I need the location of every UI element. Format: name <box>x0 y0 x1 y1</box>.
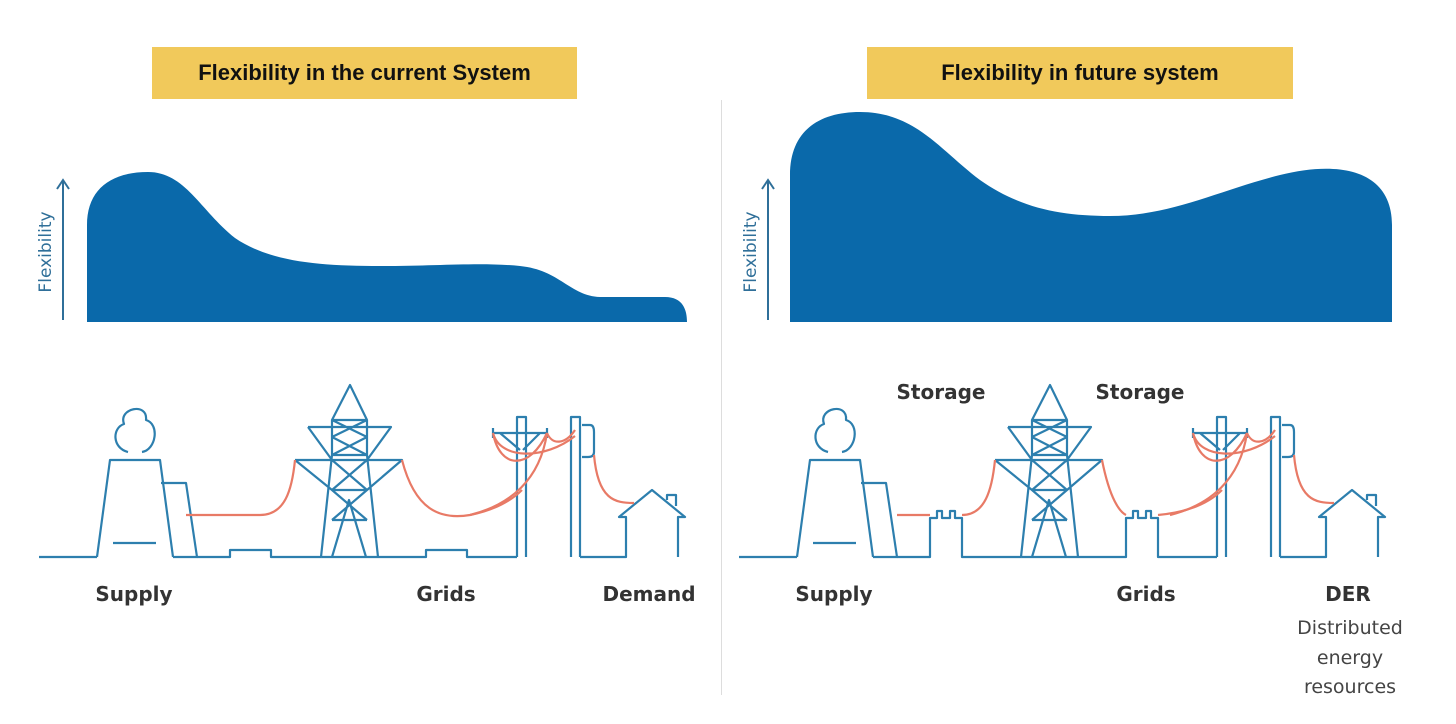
power-line-2 <box>1100 459 1223 517</box>
power-plant-building <box>861 481 899 559</box>
utility-pole-1 <box>1191 415 1249 557</box>
power-line-2 <box>400 459 523 518</box>
label-grids-left: Grids <box>416 582 475 606</box>
flexibility-area-future <box>790 112 1392 322</box>
storage-unit-1 <box>897 509 1021 559</box>
power-line-4 <box>1292 454 1335 505</box>
house-icon <box>580 488 687 559</box>
label-der: DER <box>1325 582 1371 606</box>
house-icon <box>1280 488 1387 559</box>
flexibility-axis-label-left: Flexibility <box>36 211 56 292</box>
utility-pole-2 <box>569 415 596 557</box>
panel-divider <box>721 100 722 695</box>
power-line-1 <box>897 459 997 517</box>
power-plant-cooling-tower <box>795 458 875 558</box>
ground-substation-1 <box>197 548 321 559</box>
label-supply-right: Supply <box>795 582 872 606</box>
infrastructure-future <box>739 383 1387 559</box>
label-demand-left: Demand <box>602 582 695 606</box>
title-current-system: Flexibility in the current System <box>152 47 577 99</box>
smoke-cloud-icon <box>814 407 856 454</box>
power-line-3 <box>1169 429 1276 517</box>
flexibility-area-current <box>87 172 687 322</box>
label-grids-right: Grids <box>1116 582 1175 606</box>
utility-pole-2 <box>1269 415 1296 557</box>
power-line-1 <box>186 459 297 517</box>
label-storage-1: Storage <box>897 380 986 404</box>
storage-unit-2 <box>1078 509 1217 559</box>
transmission-tower-icon <box>294 383 404 559</box>
power-plant-building <box>161 481 199 559</box>
power-line-3 <box>469 429 576 517</box>
transmission-tower-icon <box>994 383 1104 559</box>
der-description-line-3: resources <box>1304 676 1396 698</box>
infrastructure-current <box>39 383 687 559</box>
smoke-cloud-icon <box>114 407 156 454</box>
flexibility-axis-label-right: Flexibility <box>741 211 761 292</box>
der-description-line-2: energy <box>1317 647 1383 669</box>
utility-pole-1 <box>491 415 549 557</box>
power-plant-cooling-tower <box>95 458 175 558</box>
der-description-line-1: Distributed <box>1297 617 1403 639</box>
label-storage-2: Storage <box>1096 380 1185 404</box>
label-supply-left: Supply <box>95 582 172 606</box>
title-future-system: Flexibility in future system <box>867 47 1293 99</box>
flexibility-axis-arrow-right <box>761 178 775 320</box>
power-line-4 <box>592 454 635 505</box>
ground-substation-2 <box>378 548 517 559</box>
flexibility-axis-arrow-left <box>56 178 70 320</box>
